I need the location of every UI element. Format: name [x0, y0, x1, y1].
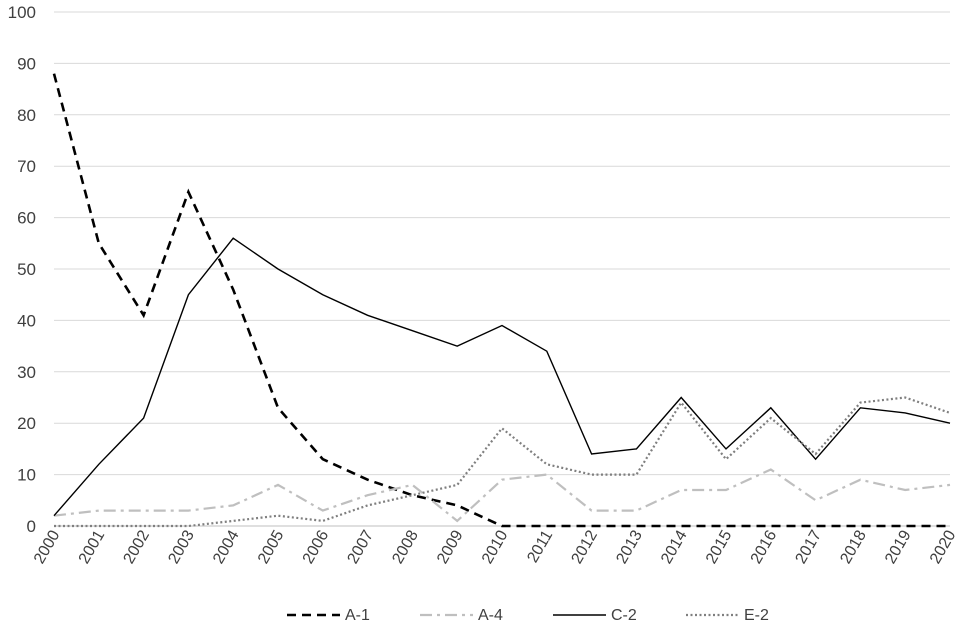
- series-line-a-4: [53, 468, 951, 523]
- x-tick-label: 2002: [121, 527, 154, 566]
- y-tick-label: 10: [17, 466, 36, 485]
- gridlines: [54, 11, 950, 527]
- y-tick-label: 0: [27, 517, 36, 536]
- series-line-a-1: [52, 73, 950, 528]
- x-tick-label: 2012: [569, 527, 602, 566]
- x-tick-label: 2010: [479, 527, 512, 566]
- x-tick-label: 2006: [300, 527, 333, 566]
- y-tick-label: 30: [17, 363, 36, 382]
- legend-label: C-2: [611, 607, 637, 624]
- x-tick-label: 2007: [345, 527, 378, 566]
- x-tick-label: 2004: [210, 527, 243, 566]
- legend-item-c-2: C-2: [553, 607, 637, 624]
- y-tick-label: 70: [17, 157, 36, 176]
- legend: A-1 A-4 C-2 E-2: [287, 607, 769, 624]
- legend-item-a-4: A-4: [420, 607, 503, 624]
- y-tick-label: 20: [17, 414, 36, 433]
- y-tick-label: 100: [8, 3, 36, 22]
- legend-item-a-1: A-1: [287, 607, 370, 624]
- x-tick-label: 2005: [255, 527, 288, 566]
- y-tick-label: 40: [17, 311, 36, 330]
- y-tick-label: 60: [17, 209, 36, 228]
- series-line-e-2: [54, 396, 951, 528]
- x-tick-label: 2020: [927, 527, 958, 566]
- x-tick-label: 2015: [703, 527, 736, 566]
- legend-label: E-2: [744, 607, 769, 624]
- x-tick-label: 2018: [837, 527, 870, 566]
- x-tick-label: 2019: [882, 527, 915, 566]
- y-tick-label: 50: [17, 260, 36, 279]
- legend-item-e-2: E-2: [686, 607, 769, 624]
- legend-label: A-4: [478, 607, 503, 624]
- y-tick-label: 80: [17, 106, 36, 125]
- x-tick-label: 2003: [165, 527, 198, 566]
- x-tick-label: 2009: [434, 527, 467, 566]
- x-tick-label: 2016: [748, 527, 781, 566]
- legend-label: A-1: [345, 607, 370, 624]
- x-tick-label: 2008: [389, 527, 422, 566]
- series-line-c-2: [53, 237, 951, 517]
- x-tick-label: 2013: [613, 527, 646, 566]
- x-axis-ticks: 2000 2001 2002 2003 2004 2005 2006 2007 2008 2009…: [31, 527, 958, 566]
- x-tick-label: 2014: [658, 527, 691, 566]
- series-lines: [52, 73, 951, 528]
- x-tick-label: 2001: [76, 527, 109, 566]
- y-tick-label: 90: [17, 54, 36, 73]
- x-tick-label: 2011: [524, 527, 556, 565]
- y-axis-ticks: 0 10 20 30 40 50 60 70 80 90 100: [8, 3, 36, 536]
- x-tick-label: 2017: [793, 527, 826, 566]
